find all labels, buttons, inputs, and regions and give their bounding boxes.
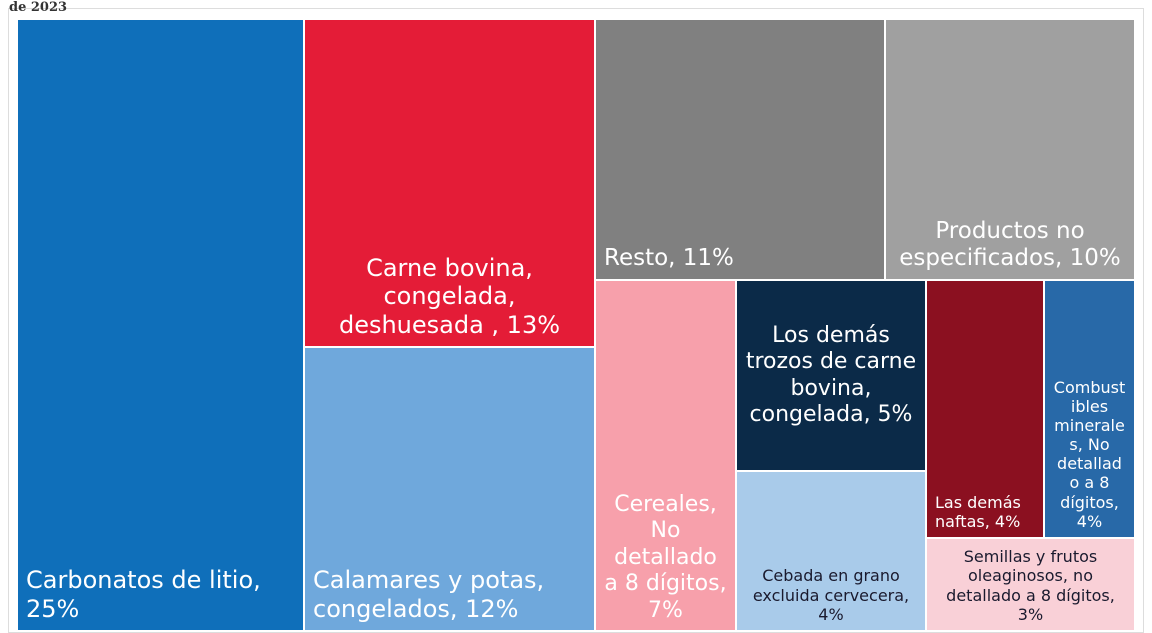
tile-label: Cereales, No detallado a 8 dígitos, 7% xyxy=(604,492,727,623)
tile-label: Carne bovina, congelada, deshuesada , 13… xyxy=(338,253,561,340)
tile-label: Cebada en grano excluida cervecera, 4% xyxy=(752,566,910,624)
tile-label: Calamares y potas, congelados, 12% xyxy=(313,566,545,624)
tile: Combustibles minerales, No detallado a 8… xyxy=(1045,281,1134,537)
tile: Carne bovina, congelada, deshuesada , 13… xyxy=(305,20,594,346)
tile: Resto, 11% xyxy=(596,20,884,279)
tile-label: Los demás trozos de carne bovina, congel… xyxy=(745,322,917,427)
tile-label: Semillas y frutos oleaginosos, no detall… xyxy=(946,547,1115,624)
tile: Los demás trozos de carne bovina, congel… xyxy=(737,281,925,470)
subtitle: de 2023 xyxy=(9,0,68,15)
tile: Calamares y potas, congelados, 12% xyxy=(305,348,594,630)
tile: Productos no especificados, 10% xyxy=(886,20,1134,279)
tile: Las demás naftas, 4% xyxy=(927,281,1043,537)
tile-label: Carbonatos de litio, 25% xyxy=(26,566,261,624)
tile-label: Productos no especificados, 10% xyxy=(899,217,1121,272)
tile-label: Resto, 11% xyxy=(604,245,734,272)
tile-label: Las demás naftas, 4% xyxy=(935,492,1021,531)
tile: Semillas y frutos oleaginosos, no detall… xyxy=(927,539,1134,630)
tile-label: Combustibles minerales, No detallado a 8… xyxy=(1053,377,1126,531)
tile: Cebada en grano excluida cervecera, 4% xyxy=(737,472,925,630)
tile: Cereales, No detallado a 8 dígitos, 7% xyxy=(596,281,735,630)
tile: Carbonatos de litio, 25% xyxy=(18,20,303,630)
